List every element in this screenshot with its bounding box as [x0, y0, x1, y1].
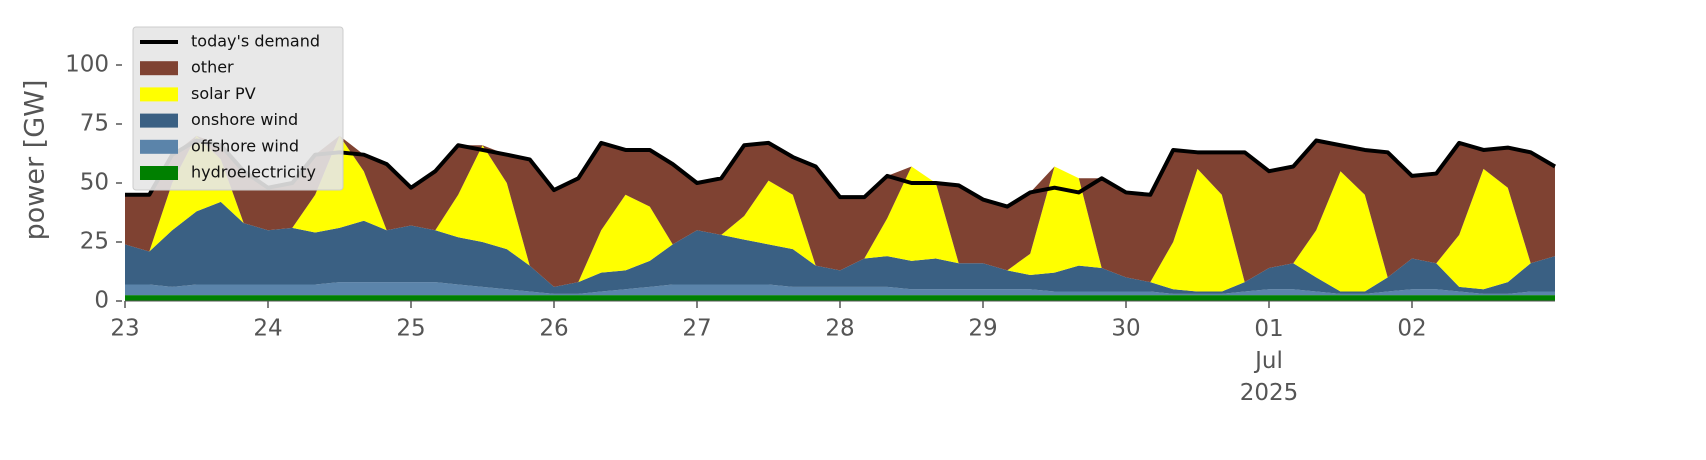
legend-label: onshore wind [191, 110, 298, 129]
legend-swatch [140, 113, 178, 128]
x-tick-label: 27 [682, 316, 711, 342]
x-tick-label: 25 [396, 316, 425, 342]
x-tick-label: 28 [825, 316, 854, 342]
legend-label: today's demand [191, 32, 320, 51]
x-tick-label: 23 [110, 316, 139, 342]
y-tick-label: 50 [80, 170, 109, 196]
y-tick-label: 75 [80, 111, 109, 137]
legend-swatch [140, 139, 178, 154]
area [125, 135, 1555, 292]
y-tick-label: 100 [65, 52, 109, 78]
legend-label: solar PV [191, 84, 256, 103]
legend: today's demand other solar PV onshore wind o… [132, 26, 344, 191]
legend-label: other [191, 58, 234, 77]
x-tick-label: 24 [253, 316, 282, 342]
legend-swatch [140, 87, 178, 102]
area [125, 135, 1555, 287]
legend-label: hydroelectricity [191, 163, 316, 182]
x-tick-label: 29 [968, 316, 997, 342]
area [125, 201, 1555, 294]
y-tick-label: 0 [94, 288, 109, 314]
x-tick-label: 02 [1397, 316, 1426, 342]
legend-label: offshore wind [191, 136, 299, 155]
area [125, 282, 1555, 296]
y-axis-label: power [GW] [20, 80, 51, 241]
x-tick-label: 26 [539, 316, 568, 342]
legend-swatch [140, 166, 178, 180]
legend-swatch [140, 61, 178, 76]
demand-line [125, 138, 1557, 209]
x-tick-label: 30 [1111, 316, 1140, 342]
area [125, 295, 1555, 301]
legend-box [132, 26, 344, 191]
x-tick-label: 01 Jul 2025 [1240, 316, 1299, 406]
y-tick-label: 25 [80, 229, 109, 255]
